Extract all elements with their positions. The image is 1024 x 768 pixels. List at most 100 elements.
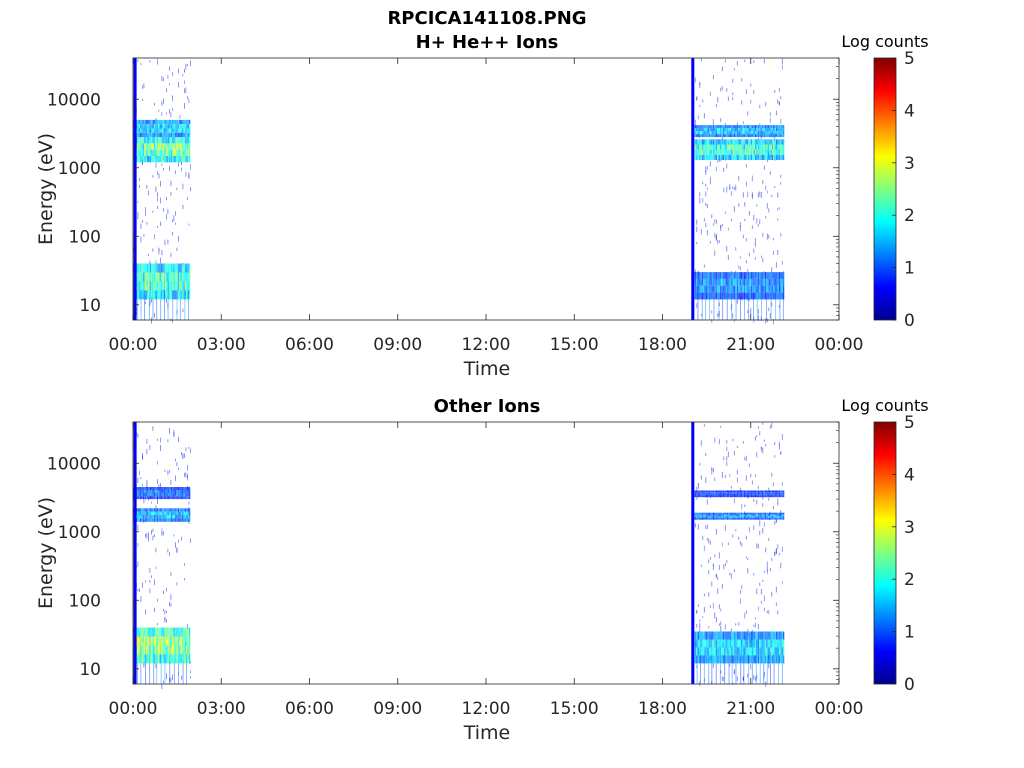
- band-cell: [781, 149, 783, 155]
- band-cell: [175, 119, 177, 125]
- band-cell: [182, 143, 184, 150]
- band-cell: [735, 125, 737, 129]
- band-cell: [721, 516, 723, 518]
- band-cell: [187, 645, 189, 655]
- band-cell: [696, 512, 698, 515]
- noise-pixel: [757, 426, 759, 429]
- band-cell: [783, 272, 785, 279]
- band-cell: [778, 154, 781, 160]
- band-cell: [739, 134, 741, 138]
- band-cell: [152, 493, 154, 496]
- band-cell: [724, 272, 726, 279]
- band-cell: [742, 512, 744, 515]
- band-cell: [710, 285, 712, 293]
- band-cell: [773, 278, 775, 286]
- band-cell: [732, 131, 734, 135]
- band-cell: [771, 514, 774, 517]
- band-cell: [163, 511, 166, 516]
- band-cell: [732, 285, 734, 293]
- band-cell: [172, 132, 174, 138]
- band-cell: [141, 490, 143, 493]
- band-cell: [766, 514, 768, 517]
- noise-pixel: [751, 175, 753, 182]
- band-cell: [743, 139, 746, 145]
- band-cell: [759, 125, 761, 129]
- noise-pixel: [747, 673, 749, 678]
- noise-pixel: [703, 264, 705, 268]
- band-cell: [187, 156, 189, 163]
- band-cell: [732, 512, 734, 515]
- low-energy-streak: [167, 288, 169, 320]
- band-cell: [722, 285, 725, 293]
- band-cell: [732, 639, 734, 648]
- band-cell: [717, 516, 719, 518]
- noise-pixel: [712, 223, 714, 226]
- band-cell: [147, 143, 149, 150]
- band-cell: [755, 490, 757, 493]
- band-cell: [731, 154, 733, 160]
- band-cell: [701, 516, 704, 518]
- band-cell: [750, 134, 753, 138]
- band-cell: [714, 154, 716, 160]
- band-cell: [175, 132, 177, 138]
- band-cell: [713, 517, 715, 520]
- band-cell: [186, 149, 188, 156]
- noise-pixel: [715, 166, 717, 172]
- noise-pixel: [727, 96, 729, 101]
- band-cell: [774, 131, 776, 135]
- band-cell: [175, 645, 177, 655]
- band-cell: [753, 492, 755, 494]
- band-cell: [774, 292, 776, 300]
- band-cell: [753, 517, 755, 520]
- band-cell: [187, 137, 189, 144]
- band-cell: [701, 517, 704, 520]
- band-cell: [746, 512, 748, 515]
- band-cell: [166, 511, 168, 516]
- band-cell: [750, 514, 753, 517]
- band-cell: [177, 143, 180, 150]
- band-cell: [708, 278, 711, 286]
- band-cell: [725, 285, 727, 293]
- noise-pixel: [766, 233, 768, 240]
- noise-pixel: [711, 319, 713, 323]
- band-cell: [697, 272, 699, 279]
- band-cell: [141, 515, 143, 519]
- band-cell: [763, 631, 765, 640]
- band-cell: [713, 516, 715, 518]
- noise-pixel: [184, 453, 185, 458]
- band-cell: [769, 139, 771, 145]
- band-cell: [706, 285, 708, 293]
- band-cell: [721, 125, 723, 129]
- band-cell: [696, 493, 698, 496]
- band-cell: [184, 645, 187, 655]
- band-cell: [163, 263, 166, 273]
- band-cell: [710, 655, 712, 664]
- band-cell: [183, 128, 185, 133]
- band-cell: [186, 487, 188, 490]
- band-cell: [717, 125, 719, 129]
- band-cell: [755, 144, 757, 150]
- band-cell: [781, 639, 783, 648]
- band-cell: [140, 137, 142, 144]
- noise-pixel: [167, 439, 169, 443]
- band-cell: [756, 125, 758, 129]
- band-cell: [729, 285, 732, 293]
- band-cell: [710, 139, 712, 145]
- band-cell: [163, 518, 166, 522]
- low-energy-streak: [759, 649, 761, 684]
- band-cell: [141, 627, 143, 637]
- noise-pixel: [724, 211, 726, 214]
- band-cell: [734, 285, 736, 293]
- band-cell: [161, 137, 163, 144]
- band-cell: [777, 128, 779, 132]
- band-cell: [774, 134, 776, 138]
- noise-pixel: [762, 527, 764, 534]
- band-cell: [696, 128, 698, 132]
- band-cell: [142, 128, 145, 133]
- band-cell: [168, 132, 170, 138]
- band-cell: [736, 285, 739, 293]
- band-cell: [767, 149, 769, 155]
- band-cell: [770, 272, 772, 279]
- band-cell: [141, 156, 143, 163]
- band-cell: [172, 156, 174, 163]
